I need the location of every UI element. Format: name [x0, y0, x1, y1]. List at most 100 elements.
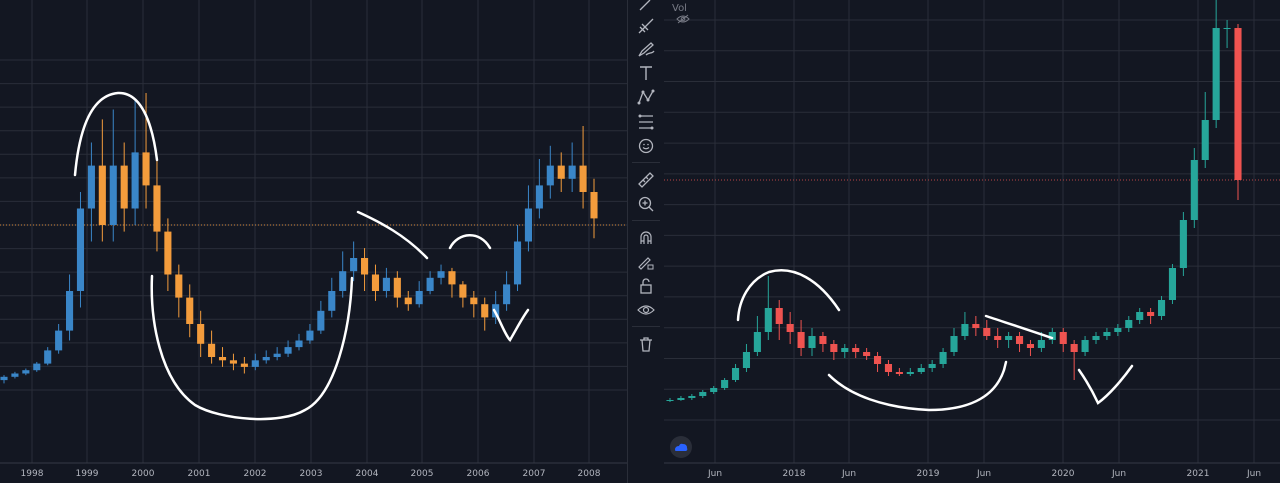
toolbar-divider: [632, 326, 660, 327]
candle-body: [753, 332, 761, 352]
volume-legend[interactable]: Vol: [672, 3, 690, 24]
x-tick-label: 2001: [188, 469, 211, 479]
candle-body: [1136, 312, 1144, 320]
annotation-stroke: [356, 210, 429, 260]
emoji-icon[interactable]: [636, 136, 656, 156]
candles: [666, 0, 1242, 402]
lock-draw-icon[interactable]: [636, 252, 656, 272]
candle-body: [186, 297, 194, 324]
candle-body: [983, 328, 991, 336]
right-chart-panel[interactable]: Jun 2018 Jun 2019 Jun 2020 Jun 2021 Jun Vol: [664, 0, 1280, 483]
drawing-toolbar: [627, 0, 665, 483]
zoom-in-icon[interactable]: [636, 194, 656, 214]
x-tick-label: 2007: [523, 469, 546, 479]
candle-body: [524, 208, 532, 242]
text-icon[interactable]: [636, 63, 656, 83]
candle-body: [131, 152, 139, 209]
candle-body: [1114, 328, 1122, 332]
ruler-icon[interactable]: [636, 170, 656, 190]
magnet-icon[interactable]: [636, 228, 656, 248]
candle-body: [731, 368, 740, 380]
candle-body: [1190, 160, 1198, 220]
candle-body: [1201, 120, 1209, 160]
candle-body: [426, 277, 434, 291]
candle-body: [1015, 336, 1024, 344]
candle-body: [218, 357, 227, 361]
candle-body: [262, 357, 270, 361]
tradingview-logo[interactable]: [670, 436, 692, 458]
left-chart-svg[interactable]: 1998 1999 2000 2001 2002 2003 2004 2005 2006 2007…: [0, 0, 627, 483]
x-tick-label: Jun: [1111, 469, 1126, 479]
x-tick-label: Jun: [976, 469, 991, 479]
candle-body: [742, 352, 751, 368]
candle-body: [273, 353, 281, 357]
x-tick-label: 2008: [578, 469, 601, 479]
cloud-logo-icon: [675, 443, 688, 451]
x-tick-label: 2021: [1187, 469, 1210, 479]
candle-body: [688, 396, 696, 398]
candle-body: [830, 344, 838, 352]
candle-body: [950, 336, 958, 352]
candle-body: [546, 165, 554, 186]
eye-icon[interactable]: [636, 300, 656, 320]
candle-body: [175, 274, 183, 298]
candle-body: [764, 308, 772, 332]
hand-drawn-annotations: [73, 91, 530, 421]
candle-body: [917, 368, 925, 372]
hand-drawn-annotations: [736, 269, 1134, 412]
brush-icon[interactable]: [636, 0, 656, 14]
candle-body: [306, 330, 314, 341]
candle-body: [251, 360, 259, 367]
candle-body: [76, 208, 85, 291]
x-tick-label: 2002: [244, 469, 267, 479]
candle-body: [361, 258, 369, 275]
candle-body: [404, 297, 412, 305]
candle-body: [1147, 312, 1155, 316]
lock-icon[interactable]: [636, 276, 656, 296]
candle-body: [568, 165, 576, 179]
candle-body: [66, 291, 74, 331]
x-tick-label: Jun: [707, 469, 722, 479]
pattern-icon[interactable]: [636, 87, 656, 107]
left-chart-panel[interactable]: 1998 1999 2000 2001 2002 2003 2004 2005 2006 2007…: [0, 0, 627, 483]
candle-body: [535, 185, 543, 209]
trash-icon[interactable]: [636, 334, 656, 354]
candle-body: [1157, 300, 1166, 316]
candle-body: [120, 165, 128, 209]
candle-body: [677, 398, 685, 400]
candle-body: [197, 324, 205, 344]
trend-line-icon[interactable]: [636, 16, 656, 36]
candle-body: [415, 291, 423, 305]
candle-body: [481, 304, 489, 318]
candle-body: [459, 284, 467, 298]
candle-body: [317, 310, 325, 331]
x-tick-label: 2000: [132, 469, 155, 479]
candle-body: [557, 165, 565, 179]
candle-body: [863, 352, 871, 356]
candle-body: [295, 340, 303, 348]
candle-body: [1081, 340, 1089, 352]
candle-body: [1059, 332, 1067, 344]
annotation-stroke: [1077, 364, 1134, 405]
candle-body: [1125, 320, 1133, 328]
candle-body: [1168, 268, 1177, 300]
right-chart-svg[interactable]: Jun 2018 Jun 2019 Jun 2020 Jun 2021 Jun: [664, 0, 1280, 483]
candle-body: [22, 370, 30, 374]
eye-off-icon[interactable]: [676, 14, 690, 24]
candle-body: [928, 364, 936, 368]
x-tick-label: Jun: [1246, 469, 1261, 479]
candle-body: [797, 332, 805, 348]
candle-body: [371, 274, 380, 291]
candle-body: [666, 400, 674, 401]
fib-icon[interactable]: [636, 112, 656, 132]
pen-icon[interactable]: [636, 39, 656, 59]
annotation-stroke: [492, 308, 530, 343]
x-tick-label: 1998: [21, 469, 44, 479]
candle-body: [710, 388, 718, 392]
candle-body: [229, 360, 237, 364]
x-tick-label: 2020: [1052, 469, 1075, 479]
annotation-stroke: [150, 274, 354, 421]
candle-body: [884, 364, 893, 372]
candle-body: [208, 343, 216, 357]
x-tick-label: 2018: [783, 469, 806, 479]
